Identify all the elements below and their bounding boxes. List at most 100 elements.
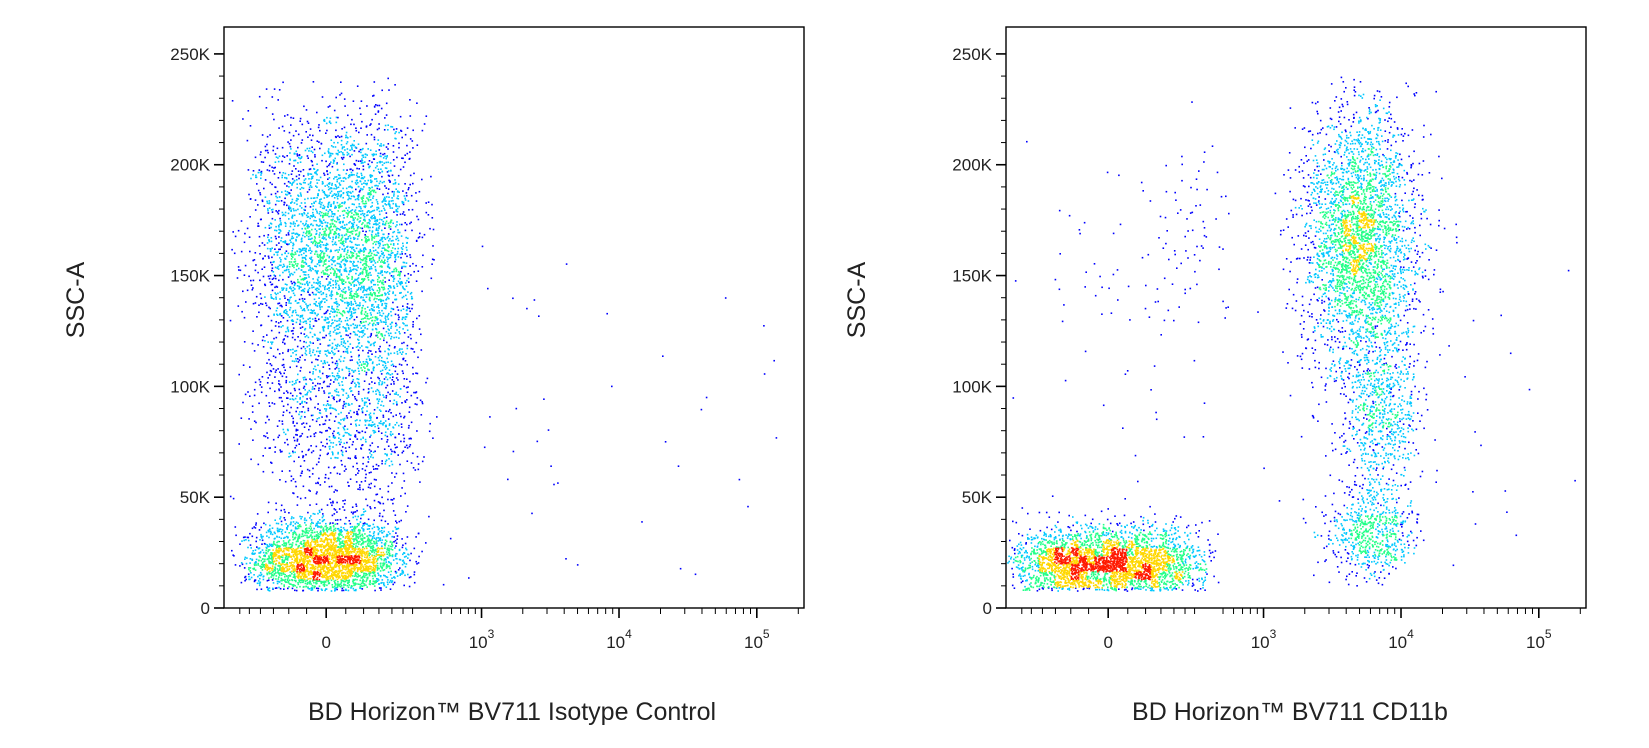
event-dot	[309, 517, 311, 519]
event-dot	[362, 566, 364, 569]
event-dot	[394, 313, 397, 316]
event-dot	[336, 249, 338, 251]
event-dot	[347, 367, 350, 370]
event-dot	[362, 546, 364, 548]
event-dot	[348, 551, 351, 553]
event-dot	[334, 519, 337, 521]
event-dot	[354, 571, 357, 574]
event-dot	[364, 268, 366, 270]
event-dot	[384, 558, 387, 560]
event-dot	[304, 517, 306, 520]
event-dot	[385, 307, 387, 309]
event-dot	[323, 565, 325, 567]
event-dot	[328, 528, 330, 531]
event-dot	[360, 327, 363, 329]
event-dot	[326, 558, 328, 560]
event-dot	[351, 233, 354, 235]
event-dot	[365, 556, 368, 559]
event-dot	[281, 305, 283, 308]
event-dot	[339, 558, 341, 561]
event-dot	[380, 582, 382, 584]
event-dot	[340, 563, 342, 566]
event-dot	[294, 389, 296, 392]
event-dot	[359, 324, 361, 327]
event-dot	[334, 509, 337, 511]
event-dot	[366, 274, 368, 277]
event-dot	[332, 560, 335, 562]
event-dot	[387, 549, 390, 552]
event-dot	[266, 202, 269, 204]
event-dot	[315, 572, 318, 575]
event-dot	[361, 513, 364, 516]
event-dot	[292, 521, 295, 523]
event-dot	[306, 393, 308, 396]
event-dot	[308, 150, 310, 152]
event-dot	[301, 516, 303, 518]
event-dot	[310, 258, 312, 260]
event-dot	[328, 575, 331, 577]
event-dot	[390, 562, 392, 564]
event-dot	[327, 210, 330, 213]
event-dot	[295, 580, 297, 583]
event-dot	[360, 567, 362, 569]
event-dot	[334, 553, 336, 556]
event-dot	[380, 107, 383, 110]
event-dot	[282, 213, 285, 216]
event-dot	[334, 272, 336, 274]
event-dot	[372, 223, 375, 226]
event-dot	[346, 565, 348, 567]
event-dot	[395, 254, 397, 256]
event-dot	[322, 530, 325, 533]
event-dot	[359, 587, 362, 590]
event-dot	[272, 555, 274, 557]
event-dot	[384, 539, 387, 541]
event-dot	[386, 581, 389, 583]
event-dot	[268, 561, 271, 563]
event-dot	[335, 193, 338, 196]
event-dot	[406, 329, 409, 331]
event-dot	[380, 145, 383, 147]
event-dot	[348, 551, 350, 554]
event-dot	[351, 564, 353, 567]
event-dot	[382, 535, 385, 538]
event-dot	[383, 162, 386, 164]
event-dot	[320, 580, 322, 583]
event-dot	[396, 329, 398, 331]
event-dot	[336, 576, 339, 578]
event-dot	[314, 568, 317, 570]
event-dot	[324, 316, 327, 319]
event-dot	[402, 316, 405, 319]
event-dot	[320, 558, 323, 561]
event-dot	[302, 345, 305, 348]
event-dot	[382, 220, 385, 223]
event-dot	[322, 552, 324, 554]
event-dot	[409, 254, 411, 256]
event-dot	[351, 297, 354, 299]
event-dot	[324, 232, 326, 235]
event-dot	[331, 554, 334, 557]
event-dot	[291, 184, 293, 186]
event-dot	[269, 387, 271, 390]
event-dot	[291, 551, 293, 553]
event-dot	[340, 526, 342, 529]
event-dot	[333, 177, 335, 180]
event-dot	[404, 542, 407, 545]
event-dot	[336, 375, 338, 377]
event-dot	[280, 563, 282, 565]
event-dot	[349, 554, 351, 557]
event-dot	[283, 287, 285, 289]
event-dot	[308, 582, 311, 585]
event-dot	[271, 556, 273, 559]
event-dot	[294, 560, 297, 563]
event-dot	[291, 314, 293, 317]
event-dot	[328, 215, 330, 218]
event-dot	[270, 531, 272, 534]
event-dot	[294, 288, 296, 290]
event-dot	[351, 547, 354, 549]
event-dot	[259, 552, 262, 554]
event-dot	[350, 558, 353, 561]
event-dot	[279, 217, 281, 220]
event-dot	[348, 186, 350, 188]
event-dot	[335, 176, 338, 178]
event-dot	[330, 249, 332, 252]
